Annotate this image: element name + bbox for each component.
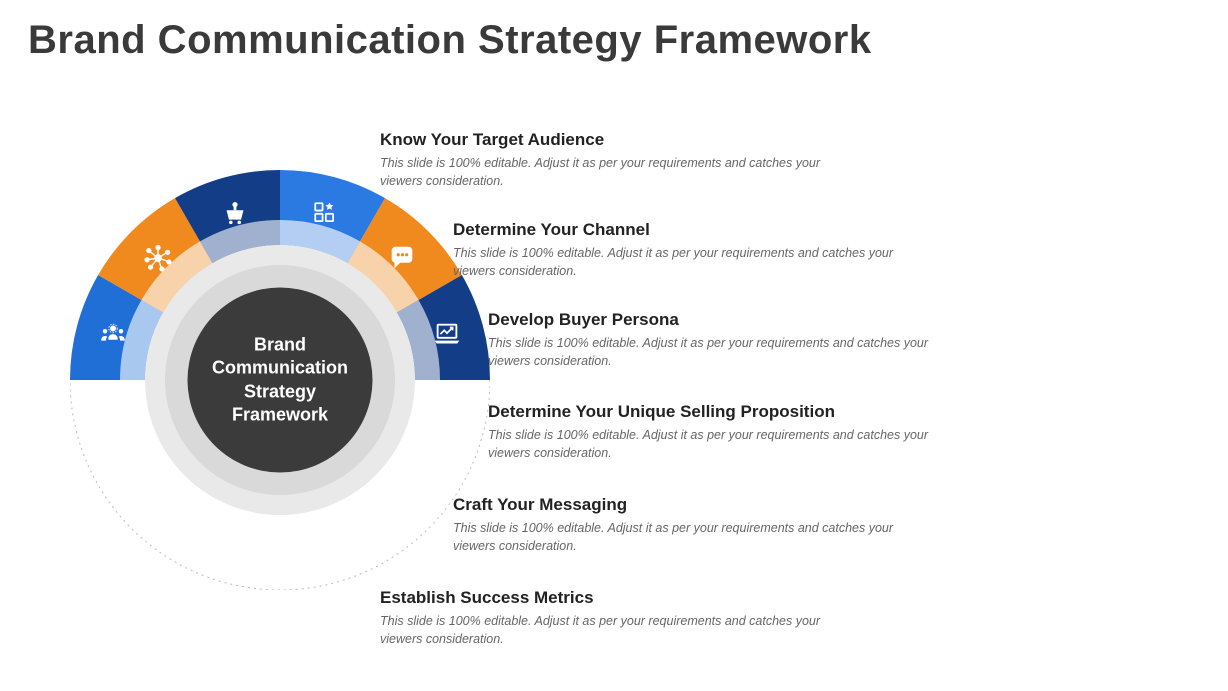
list-item-buyer-persona: Develop Buyer Persona This slide is 100% …: [488, 310, 1048, 370]
page-title: Brand Communication Strategy Framework: [28, 18, 872, 63]
item-title: Craft Your Messaging: [453, 495, 1013, 515]
list-item-determine-channel: Determine Your Channel This slide is 100%…: [453, 220, 1013, 280]
item-desc: This slide is 100% editable. Adjust it a…: [380, 612, 850, 648]
item-title: Determine Your Unique Selling Propositio…: [488, 402, 1048, 422]
network-icon: [142, 242, 174, 274]
item-desc: This slide is 100% editable. Adjust it a…: [453, 244, 923, 280]
item-title: Develop Buyer Persona: [488, 310, 1048, 330]
item-title: Determine Your Channel: [453, 220, 1013, 240]
item-desc: This slide is 100% editable. Adjust it a…: [488, 334, 958, 370]
item-desc: This slide is 100% editable. Adjust it a…: [380, 154, 850, 190]
people-icon: [97, 319, 129, 351]
hub-center: Brand Communication Strategy Framework: [188, 288, 373, 473]
list-item-usp: Determine Your Unique Selling Propositio…: [488, 402, 1048, 462]
radial-diagram: Brand Communication Strategy Framework: [70, 170, 490, 590]
item-desc: This slide is 100% editable. Adjust it a…: [488, 426, 958, 462]
item-title: Establish Success Metrics: [380, 588, 940, 608]
list-item-know-audience: Know Your Target Audience This slide is 1…: [380, 130, 940, 190]
grid-star-icon: [309, 197, 341, 229]
item-title: Know Your Target Audience: [380, 130, 940, 150]
hub-label: Brand Communication Strategy Framework: [206, 333, 355, 427]
laptop-chart-icon: [431, 319, 463, 351]
list-item-metrics: Establish Success Metrics This slide is 1…: [380, 588, 940, 648]
cart-icon: [219, 197, 251, 229]
speech-icon: [386, 242, 418, 274]
item-desc: This slide is 100% editable. Adjust it a…: [453, 519, 923, 555]
list-item-messaging: Craft Your Messaging This slide is 100% e…: [453, 495, 1013, 555]
